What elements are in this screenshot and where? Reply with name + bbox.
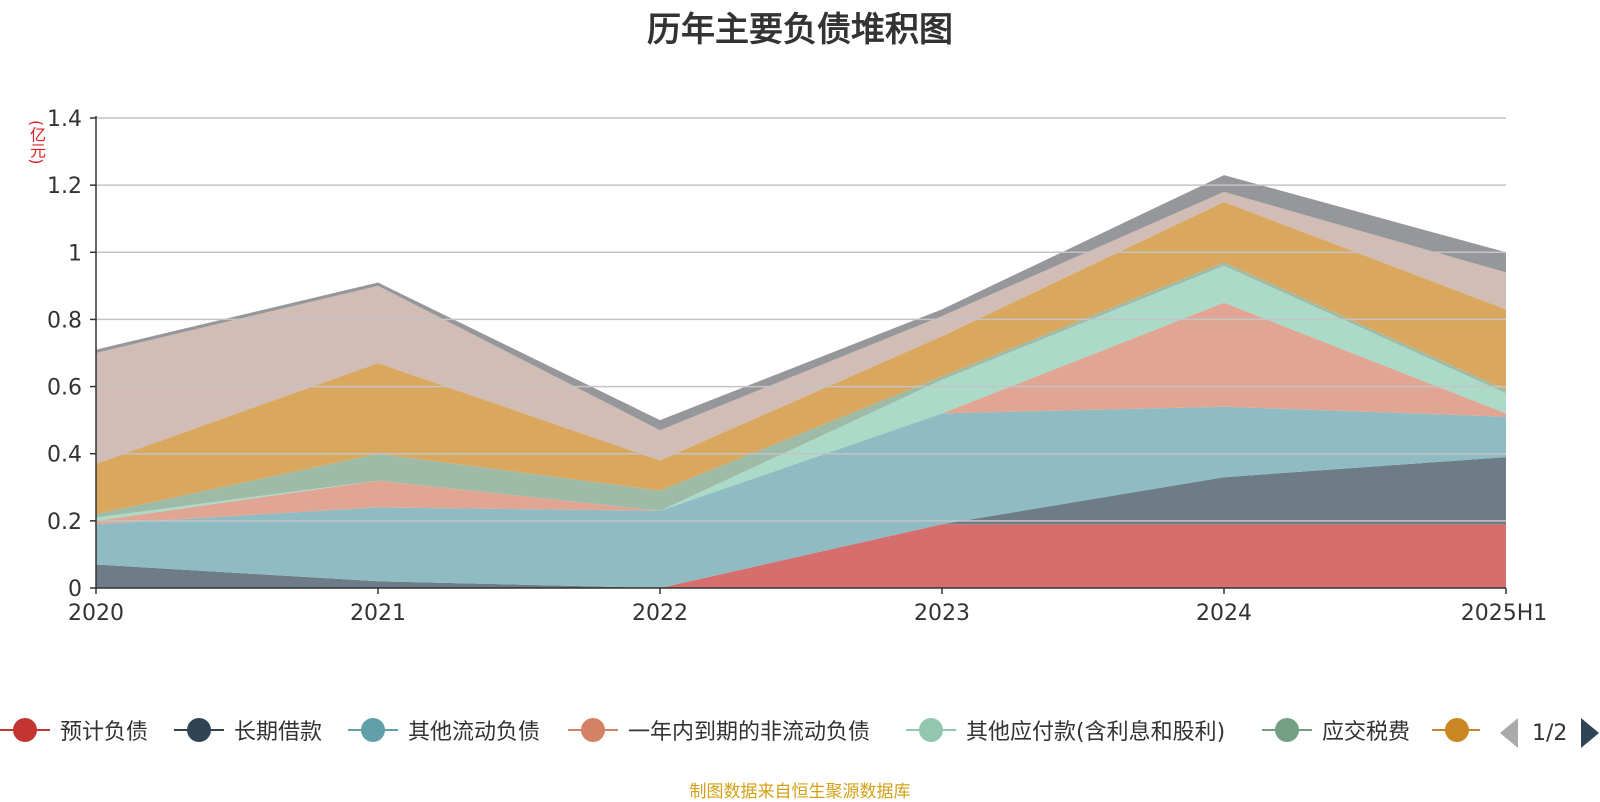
y-tick-label-7: 1.4	[47, 107, 82, 132]
area-series-0	[96, 524, 1506, 588]
legend-prev-page-button[interactable]	[1500, 718, 1518, 748]
x-tick-label-0: 2020	[68, 601, 124, 626]
legend-label: 其他流动负债	[408, 720, 541, 745]
legend-pager: 1/2	[1500, 716, 1600, 750]
legend-next-page-button[interactable]	[1581, 718, 1600, 748]
legend-marker-icon	[906, 715, 956, 745]
legend-marker-icon	[568, 715, 618, 745]
stacked-area-chart: 0 0.2 0.4 0.6 0.8 1 1.2 1.4 2020 2021 2022 2023 2024…	[47, 107, 1548, 626]
legend-page-indicator: 1/2	[1532, 720, 1568, 746]
data-source-note: 制图数据来自恒生聚源数据库	[689, 782, 911, 802]
legend-label: 一年内到期的非流动负债	[628, 720, 871, 745]
x-tick-label-4: 2024	[1196, 601, 1252, 626]
y-tick-label-5: 1	[68, 241, 82, 266]
area-series-6	[96, 201, 1506, 515]
area-series-2	[96, 406, 1506, 588]
legend-marker-icon	[1262, 715, 1312, 745]
y-tick-label-0: 0	[68, 577, 82, 602]
y-tick-label-1: 0.2	[47, 510, 82, 535]
area-series-5	[96, 262, 1506, 518]
y-tick-label-6: 1.2	[47, 174, 82, 199]
legend-marker-icon	[174, 715, 224, 745]
legend-label: 预计负债	[60, 720, 149, 745]
area-series-1	[96, 457, 1506, 588]
legend-item-5[interactable]: 应交税费	[1262, 712, 1410, 748]
y-tick-label-3: 0.6	[47, 376, 82, 401]
legend-label: 应交税费	[1322, 720, 1411, 745]
chart-title: 历年主要负债堆积图	[647, 10, 953, 50]
chart-legend: 预计负债 长期借款 其他流动负债 一年内到期的非流动负债 其他应付款(含利息和股利) 应交…	[0, 712, 1480, 748]
area-series-7	[96, 191, 1506, 464]
legend-label: 长期借款	[234, 720, 323, 745]
legend-item-0[interactable]: 预计负债	[0, 712, 148, 748]
legend-item-6[interactable]	[1432, 712, 1480, 748]
y-axis-unit-label: (亿元)	[27, 120, 46, 165]
legend-item-4[interactable]: 其他应付款(含利息和股利)	[906, 712, 1225, 748]
legend-label: 其他应付款(含利息和股利)	[966, 720, 1226, 745]
x-tick-label-1: 2021	[350, 601, 406, 626]
y-tick-label-2: 0.4	[47, 443, 82, 468]
legend-item-1[interactable]: 长期借款	[174, 712, 322, 748]
x-tick-label-5: 2025H1	[1461, 601, 1548, 626]
legend-item-3[interactable]: 一年内到期的非流动负债	[568, 712, 870, 748]
legend-marker-icon	[348, 715, 398, 745]
x-tick-label-2: 2022	[632, 601, 688, 626]
legend-marker-icon	[0, 715, 50, 745]
x-tick-label-3: 2023	[914, 601, 970, 626]
legend-item-2[interactable]: 其他流动负债	[348, 712, 540, 748]
y-tick-label-4: 0.8	[47, 308, 82, 333]
legend-marker-icon	[1432, 715, 1480, 745]
area-series-3	[96, 302, 1506, 525]
area-series-4	[96, 265, 1506, 521]
